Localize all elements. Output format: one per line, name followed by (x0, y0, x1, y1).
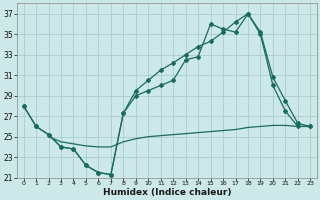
X-axis label: Humidex (Indice chaleur): Humidex (Indice chaleur) (103, 188, 231, 197)
